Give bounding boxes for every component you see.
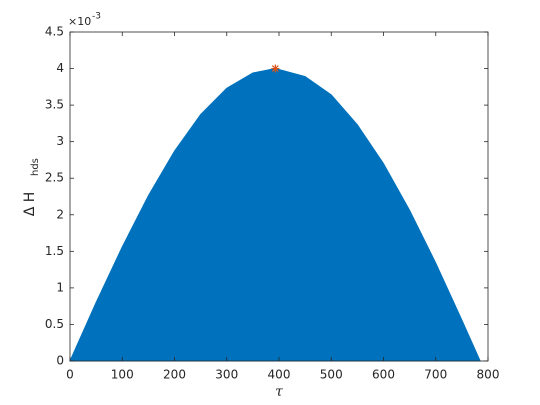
y-tick-label: 4.5 [45, 25, 64, 39]
area [69, 68, 481, 362]
y-tick-label: 4 [56, 61, 64, 75]
x-tick-label: 800 [477, 368, 500, 382]
x-tick-label: 700 [424, 368, 447, 382]
y-tick-label: 0.5 [45, 317, 64, 331]
x-tick-label: 100 [111, 368, 134, 382]
x-tick-label: 600 [372, 368, 395, 382]
y-tick-label: 2 [56, 207, 64, 221]
peak-marker [271, 64, 280, 73]
y-axis-label-group: Δ H hds [22, 158, 41, 216]
y-exponent: -3 [92, 12, 101, 22]
y-axis-label: Δ H [22, 192, 38, 217]
x-tick-label: 500 [320, 368, 343, 382]
y-tick-label: 3.5 [45, 98, 64, 112]
x-axis-label: τ [275, 384, 283, 400]
y-exponent-base: ×10 [68, 15, 91, 28]
y-tick-label: 3 [56, 134, 64, 148]
y-axis-label-sub: hds [30, 158, 41, 176]
x-tick-label: 400 [268, 368, 291, 382]
y-tick-label: 1 [56, 280, 64, 294]
y-tick-label: 1.5 [45, 244, 64, 258]
x-tick-label: 300 [215, 368, 238, 382]
y-tick-label: 2.5 [45, 171, 64, 185]
x-tick-label: 200 [163, 368, 186, 382]
y-tick-label: 0 [56, 354, 64, 368]
x-tick-label: 0 [66, 368, 74, 382]
